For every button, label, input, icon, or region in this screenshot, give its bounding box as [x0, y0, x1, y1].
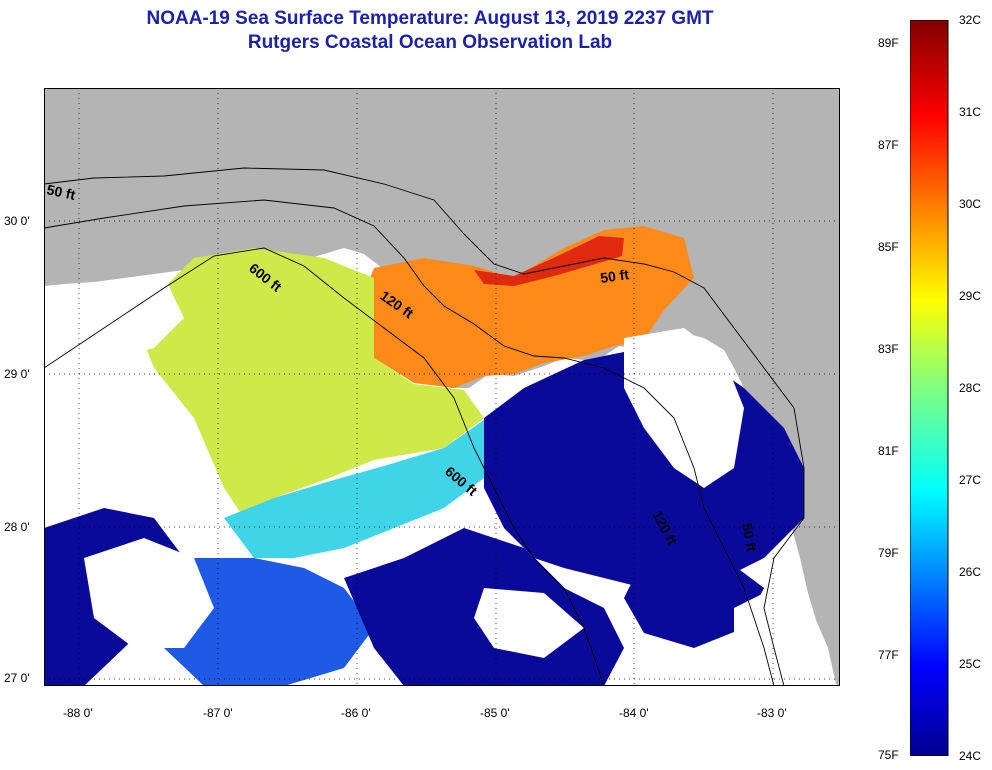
lon-label-88: -88 0' [63, 706, 93, 720]
cbar-f-85: 85F [878, 240, 899, 254]
sst-blue-region [164, 558, 374, 686]
cbar-c-32: 32C [959, 13, 982, 27]
colorbar [910, 20, 949, 756]
cbar-c-27: 27C [959, 473, 982, 487]
sst-hot-coast [474, 236, 624, 286]
contour-label-50ft-south: 50 ft [739, 522, 760, 553]
colorbar-gradient [910, 20, 949, 756]
cbar-f-87: 87F [878, 138, 899, 152]
contour-600ft [44, 247, 605, 686]
cloud-east [624, 328, 744, 488]
lat-label-27: 27 0' [4, 671, 30, 685]
cbar-c-31: 31C [959, 105, 982, 119]
sst-warm-region [354, 226, 694, 388]
sst-mid-region [134, 248, 484, 518]
map-frame [44, 88, 840, 686]
contour-120ft [44, 199, 775, 686]
cbar-c-26: 26C [959, 565, 982, 579]
contour-label-50ft-west: 50 ft [45, 181, 77, 203]
lat-label-30: 30 0' [4, 214, 30, 228]
sst-cyan-region [224, 408, 524, 558]
cloud-southeast [734, 588, 814, 686]
lon-label-83: -83 0' [757, 706, 787, 720]
cloud-southwest [84, 538, 214, 648]
cbar-f-83: 83F [878, 342, 899, 356]
cbar-c-29: 29C [959, 289, 982, 303]
sst-cold-southeast [624, 558, 764, 648]
cbar-c-24: 24C [959, 749, 982, 763]
cbar-c-30: 30C [959, 197, 982, 211]
cbar-f-77: 77F [878, 648, 899, 662]
lat-label-29: 29 0' [4, 367, 30, 381]
lon-label-85: -85 0' [480, 706, 510, 720]
lon-label-86: -86 0' [341, 706, 371, 720]
cbar-c-25: 25C [959, 657, 982, 671]
cbar-f-89: 89F [878, 36, 899, 50]
map-title: NOAA-19 Sea Surface Temperature: August … [146, 8, 714, 29]
contour-50ft [44, 167, 805, 686]
lon-label-84: -84 0' [619, 706, 649, 720]
lon-label-87: -87 0' [203, 706, 233, 720]
cbar-f-75: 75F [878, 748, 899, 762]
contour-label-50ft-east: 50 ft [599, 266, 630, 286]
lat-label-28: 28 0' [4, 520, 30, 534]
cbar-c-28: 28C [959, 381, 982, 395]
cbar-f-81: 81F [878, 444, 899, 458]
map-subtitle: Rutgers Coastal Ocean Observation Lab [247, 32, 613, 53]
cbar-f-79: 79F [878, 546, 899, 560]
sst-map: 50 ft 600 ft 120 ft 50 ft 600 ft 120 ft … [44, 88, 840, 686]
cloud-south [474, 588, 584, 658]
